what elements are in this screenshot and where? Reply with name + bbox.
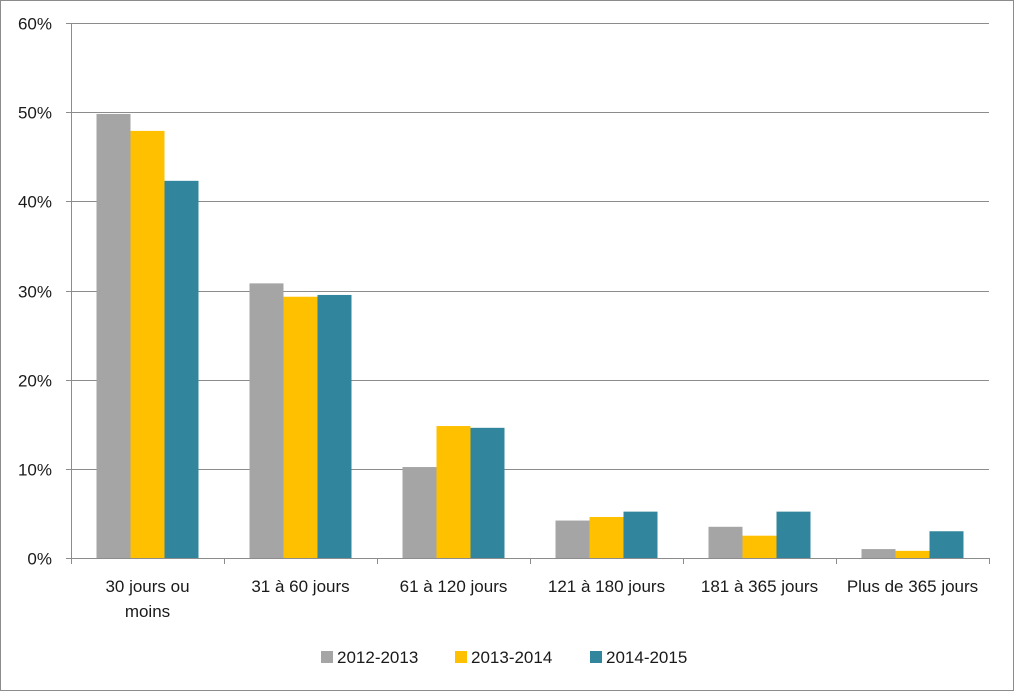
y-tick-label: 20% xyxy=(18,372,52,391)
y-tick-label: 50% xyxy=(18,104,52,123)
bar-2012-2013-2 xyxy=(402,467,437,558)
x-category-label-line: Plus de 365 jours xyxy=(847,577,978,596)
bar-2014-2015-3 xyxy=(623,511,658,558)
y-tick-label: 60% xyxy=(18,15,52,34)
x-category-label-line: 31 à 60 jours xyxy=(251,577,349,596)
bar-2014-2015-2 xyxy=(470,427,505,558)
bar-2014-2015-1 xyxy=(317,294,352,558)
y-tick-label: 10% xyxy=(18,461,52,480)
bar-2012-2013-4 xyxy=(708,526,743,558)
y-tick-label: 40% xyxy=(18,193,52,212)
x-category-label-line: 30 jours ou xyxy=(105,577,189,596)
x-category-label: 30 jours ou moins xyxy=(105,577,189,621)
x-category-label-line: 121 à 180 jours xyxy=(548,577,665,596)
x-category-label: 121 à 180 jours xyxy=(548,577,665,596)
bar-2012-2013-3 xyxy=(555,520,590,558)
bar-2012-2013-0 xyxy=(96,113,131,558)
y-tick-label: 0% xyxy=(27,550,52,569)
x-category-label: Plus de 365 jours xyxy=(847,577,978,596)
x-category-label: 181 à 365 jours xyxy=(701,577,818,596)
bar-2014-2015-5 xyxy=(929,531,964,558)
x-category-label-line: 61 à 120 jours xyxy=(400,577,508,596)
x-category-label-line: moins xyxy=(125,602,170,621)
x-category-label: 61 à 120 jours xyxy=(400,577,508,596)
bar-2013-2014-5 xyxy=(895,550,930,558)
x-category-label: 31 à 60 jours xyxy=(251,577,349,596)
bar-2013-2014-3 xyxy=(589,516,624,558)
bars xyxy=(96,113,964,558)
bar-2013-2014-4 xyxy=(742,535,777,558)
legend-label: 2013-2014 xyxy=(471,648,552,667)
x-category-labels: 30 jours ou moins 31 à 60 jours 61 à 120 jo… xyxy=(105,577,978,621)
legend-label: 2012-2013 xyxy=(337,648,418,667)
legend-swatch xyxy=(455,651,467,663)
y-tick-label: 30% xyxy=(18,283,52,302)
bar-2013-2014-1 xyxy=(283,296,318,558)
legend-label: 2014-2015 xyxy=(606,648,687,667)
gridlines xyxy=(71,23,989,470)
bar-2013-2014-0 xyxy=(130,130,165,558)
bar-2014-2015-4 xyxy=(776,511,811,558)
y-tick-labels: 0% 10% 20% 30% 40% 50% 60% xyxy=(18,15,52,569)
legend: 2012-2013 2013-2014 2014-2015 xyxy=(321,648,687,667)
bar-2012-2013-1 xyxy=(249,283,284,558)
x-category-label-line: 181 à 365 jours xyxy=(701,577,818,596)
bar-2014-2015-0 xyxy=(164,180,199,558)
axes xyxy=(66,23,990,564)
bar-2012-2013-5 xyxy=(861,549,896,558)
bar-2013-2014-2 xyxy=(436,426,471,558)
legend-swatch xyxy=(590,651,602,663)
legend-swatch xyxy=(321,651,333,663)
